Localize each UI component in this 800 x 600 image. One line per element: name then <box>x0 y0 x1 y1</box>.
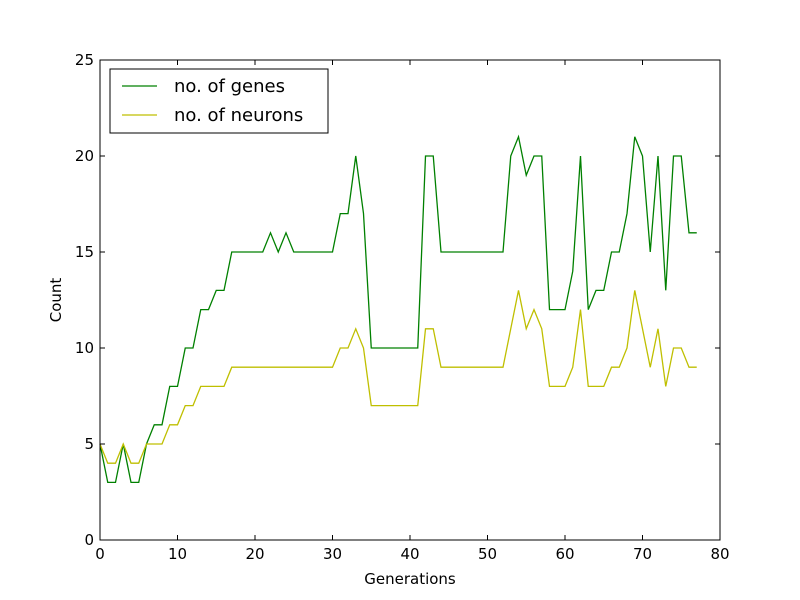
y-axis-label: Count <box>47 278 65 323</box>
x-tick-label: 80 <box>710 545 729 563</box>
y-tick-label: 25 <box>75 51 94 69</box>
legend: no. of genes no. of neurons <box>109 68 329 134</box>
legend-label-neurons: no. of neurons <box>174 105 303 126</box>
ticks-layer: 0 10 20 30 40 50 60 70 80 0 5 10 15 20 25 <box>75 51 730 563</box>
x-axis-label: Generations <box>364 570 456 588</box>
y-tick-label: 5 <box>84 435 94 453</box>
x-tick-label: 30 <box>323 545 342 563</box>
x-tick-label: 40 <box>400 545 419 563</box>
legend-label-genes: no. of genes <box>174 76 285 97</box>
series-line-genes <box>99 134 697 484</box>
y-tick-label: 20 <box>75 147 94 165</box>
x-tick-label: 0 <box>95 545 105 563</box>
series-layer <box>99 134 697 484</box>
series-line-neurons <box>99 290 697 464</box>
y-tick-label: 10 <box>75 339 94 357</box>
x-tick-label: 60 <box>555 545 574 563</box>
y-tick-label: 15 <box>75 243 94 261</box>
legend-box <box>109 68 329 134</box>
x-tick-label: 50 <box>478 545 497 563</box>
y-tick-label: 0 <box>84 531 94 549</box>
x-tick-label: 10 <box>168 545 187 563</box>
x-tick-label: 70 <box>633 545 652 563</box>
x-tick-label: 20 <box>245 545 264 563</box>
